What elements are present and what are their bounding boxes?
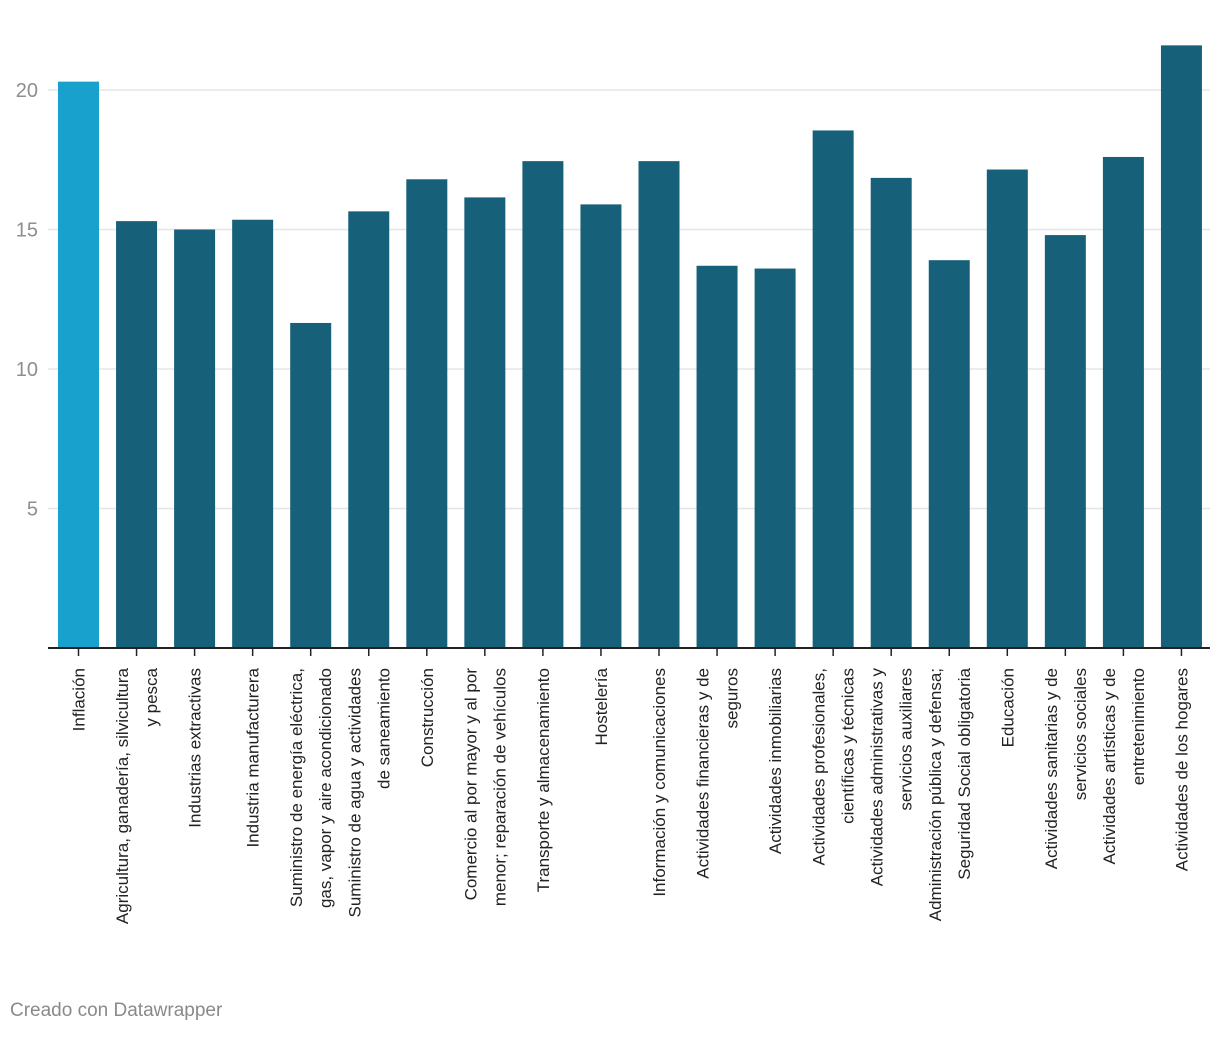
x-tick-label-11: Información y comunicaciones [650,668,669,897]
y-tick-label-15: 15 [16,220,38,242]
x-tick-label-14-line-1: Actividades profesionales, [810,668,829,866]
x-tick-label-2-line-1: Agricultura, ganadería, silvicultura [113,667,132,924]
bar-10 [580,204,622,648]
x-tick-label-9: Transporte y almacenamiento [534,668,553,892]
x-tick-label-19-line-2: entretenimiento [1129,668,1148,785]
x-tick-label-4: Industria manufacturera [244,667,263,847]
x-tick-label-17: Educación [998,668,1017,747]
x-tick-label-10: Hostelería [592,667,611,745]
bar-12 [696,265,738,648]
x-tick-label-18-line-2: servicios sociales [1071,668,1090,800]
bar-14 [812,130,854,648]
x-tick-label-12-line-1: Actividades financieras y de [694,668,713,879]
bar-19 [1102,156,1144,648]
gridlines [48,89,1210,510]
x-tick-label-20: Actividades de los hogares [1172,668,1191,871]
x-tick-label-6-line-2: de saneamiento [374,668,393,789]
bars [58,45,1202,649]
x-tick-label-3: Industrias extractivas [186,668,205,828]
x-tick-label-5-line-2: gas, vapor y aire acondicionado [316,668,335,908]
x-tick-label-15-line-2: servicios auxiliares [897,668,916,811]
x-tick-label-16-line-1: Administración pública y defensa; [926,668,945,921]
x-tick-label-1: Inflación [70,668,89,731]
bar-11 [638,161,680,648]
bar-6 [348,211,390,649]
bar-2 [116,221,158,648]
bar-9 [522,161,564,648]
bar-3 [174,229,216,648]
bar-17 [986,169,1028,648]
bar-chart: 5 10 15 20 Inflación Agricultura, ganadería,… [16,45,1210,924]
x-tick-label-5-line-1: Suministro de energía eléctrica, [287,668,306,907]
bar-20 [1160,45,1202,649]
x-tick-label-14-line-2: científicas y técnicas [839,668,858,824]
y-axis-ticks: 5 10 15 20 [16,80,38,521]
x-tick-label-8-line-1: Comercio al por mayor y al por [461,668,480,901]
x-tick-label-12-line-2: seguros [723,668,742,728]
x-tick-label-18-line-1: Actividades sanitarias y de [1042,668,1061,869]
bar-5 [290,322,332,648]
x-tick-label-16-line-2: Seguridad Social obligatoria [955,667,974,879]
x-tick-label-13: Actividades inmobiliarias [766,668,785,854]
x-tick-label-2-line-2: y pesca [142,667,161,726]
x-tick-label-8-line-2: menor; reparación de vehículos [490,668,509,906]
bar-8 [464,197,506,649]
bar-4 [232,219,274,649]
y-tick-label-10: 10 [16,359,38,381]
datawrapper-credit[interactable]: Creado con Datawrapper [10,1000,223,1021]
x-tick-label-6-line-1: Suministro de agua y actividades [345,668,364,917]
bar-7 [406,179,448,648]
y-tick-label-20: 20 [16,80,38,102]
x-tick-label-7: Construcción [418,668,437,767]
y-tick-label-5: 5 [27,499,38,521]
bar-18 [1044,235,1086,648]
x-tick-label-19-line-1: Actividades artísticas y de [1100,668,1119,865]
x-axis-ticks: Inflación Agricultura, ganadería, silvicu… [70,648,1191,924]
bar-16 [928,260,970,648]
bar-1 [58,81,99,648]
bar-13 [754,268,796,648]
x-tick-label-15-line-1: Actividades administrativas y [868,668,887,887]
bar-15 [870,177,912,648]
